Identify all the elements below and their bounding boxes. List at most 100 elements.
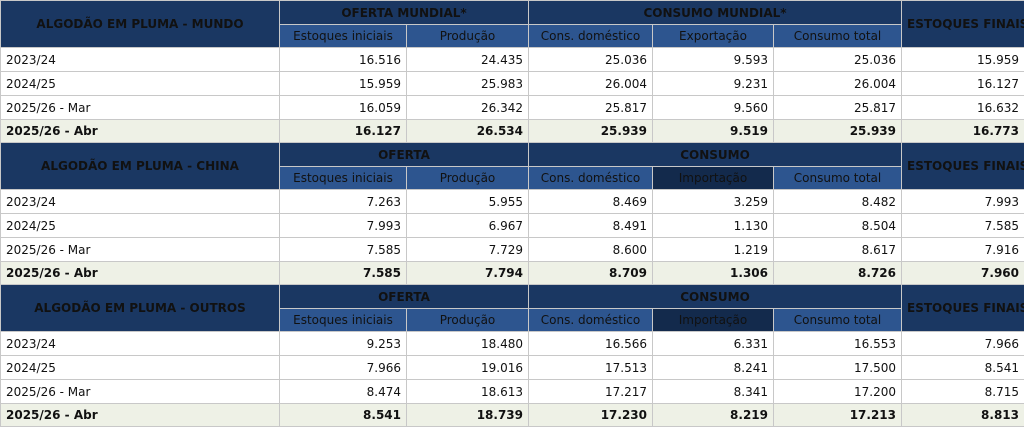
cell-value: 16.059 [279,95,407,120]
cell-value: 8.469 [528,189,653,214]
cell-value: 24.435 [405,47,530,72]
consumption-header: CONSUMO [527,284,903,309]
col-header-imports: Importação [652,166,774,190]
cell-value: 17.217 [528,379,653,404]
cell-value: 7.263 [279,189,407,214]
cell-value: 25.939 [528,119,654,143]
cell-value: 8.617 [772,237,903,262]
cell-value: 8.491 [528,213,653,238]
cell-value: 8.541 [901,355,1024,380]
cell-value: 9.519 [652,119,775,143]
row-label: 2024/25 [0,213,280,238]
row-label: 2023/24 [0,47,280,72]
cell-value: 25.036 [528,47,654,72]
cell-value: 8.341 [652,379,774,404]
cell-value: 8.219 [652,403,774,427]
cell-value: 8.715 [901,379,1024,404]
table-row-current: 2025/26 - Abr 7.585 7.794 8.709 1.306 8.… [0,261,1024,285]
col-header-opening-stocks: Estoques iniciais [279,24,407,48]
table-row: 2025/26 - Mar 8.474 18.613 17.217 8.341 … [0,379,1024,404]
cell-value: 25.983 [405,71,530,96]
col-header-domestic-consumption: Cons. doméstico [528,308,653,332]
table-title: ALGODÃO EM PLUMA - CHINA [0,142,280,190]
table-row: 2023/24 16.516 24.435 25.036 9.593 25.03… [0,47,1024,72]
cell-value: 8.726 [772,261,903,285]
table-row: 2025/26 - Mar 16.059 26.342 25.817 9.560… [0,95,1024,120]
cell-value: 16.553 [772,331,903,356]
table-title: ALGODÃO EM PLUMA - OUTROS [0,284,280,332]
table-row: 2024/25 7.993 6.967 8.491 1.130 8.504 7.… [0,213,1024,238]
row-label: 2024/25 [0,355,280,380]
cell-value: 7.966 [901,331,1024,356]
col-header-total-consumption: Consumo total [772,308,903,332]
cell-value: 16.632 [901,95,1024,120]
table-row: 2024/25 7.966 19.016 17.513 8.241 17.500… [0,355,1024,380]
cell-value: 16.566 [528,331,653,356]
cell-value: 16.127 [279,119,407,143]
cell-value: 19.016 [406,355,529,380]
cell-value: 7.966 [279,355,407,380]
table-row-current: 2025/26 - Abr 8.541 18.739 17.230 8.219 … [0,403,1024,427]
cell-value: 7.729 [406,237,529,262]
cell-value: 1.130 [652,213,774,238]
consumption-header: CONSUMO [527,142,903,167]
consumption-header: CONSUMO MUNDIAL* [528,0,903,25]
cell-value: 8.482 [772,189,903,214]
cell-value: 6.967 [406,213,529,238]
cell-value: 17.513 [528,355,653,380]
supply-header: OFERTA [279,142,529,167]
row-label: 2025/26 - Abr [0,403,280,427]
cell-value: 8.474 [279,379,407,404]
col-header-opening-stocks: Estoques iniciais [279,308,407,332]
cell-value: 16.773 [901,119,1024,143]
table-row: 2023/24 9.253 18.480 16.566 6.331 16.553… [0,331,1024,356]
row-label: 2025/26 - Mar [0,95,280,120]
col-header-domestic-consumption: Cons. doméstico [528,166,653,190]
cell-value: 25.817 [773,95,903,120]
cell-value: 6.331 [652,331,774,356]
cell-value: 18.480 [406,331,529,356]
cell-value: 9.560 [652,95,775,120]
row-label: 2025/26 - Abr [0,261,280,285]
table-row: 2023/24 7.263 5.955 8.469 3.259 8.482 7.… [0,189,1024,214]
cell-value: 8.504 [772,213,903,238]
cell-value: 3.259 [652,189,774,214]
cell-value: 7.960 [901,261,1024,285]
cell-value: 16.516 [279,47,407,72]
cell-value: 7.993 [901,189,1024,214]
cell-value: 8.600 [528,237,653,262]
col-header-total-consumption: Consumo total [772,166,903,190]
cell-value: 26.534 [405,119,530,143]
cell-value: 7.916 [901,237,1024,262]
cell-value: 18.739 [406,403,529,427]
cell-value: 9.593 [652,47,775,72]
col-header-imports: Importação [652,308,774,332]
ending-stocks-header: ESTOQUES FINAIS* [901,284,1024,332]
cell-value: 1.219 [652,237,774,262]
table-row: 2025/26 - Mar 7.585 7.729 8.600 1.219 8.… [0,237,1024,262]
cell-value: 7.585 [279,261,407,285]
ending-stocks-header: ESTOQUES FINAIS* [901,142,1024,190]
supply-header: OFERTA [279,284,529,309]
cell-value: 7.585 [901,213,1024,238]
table-world: ALGODÃO EM PLUMA - MUNDO OFERTA MUNDIAL*… [0,0,1024,143]
cell-value: 25.939 [773,119,903,143]
cell-value: 8.709 [528,261,653,285]
col-header-total-consumption: Consumo total [773,24,903,48]
cell-value: 26.004 [773,71,903,96]
cell-value: 25.036 [773,47,903,72]
cell-value: 15.959 [279,71,407,96]
cell-value: 8.241 [652,355,774,380]
cell-value: 7.993 [279,213,407,238]
cell-value: 8.813 [901,403,1024,427]
cell-value: 17.200 [772,379,903,404]
cell-value: 7.794 [406,261,529,285]
col-header-production: Produção [406,166,529,190]
col-header-exports: Exportação [652,24,775,48]
cell-value: 18.613 [406,379,529,404]
row-label: 2023/24 [0,331,280,356]
cell-value: 17.500 [772,355,903,380]
cell-value: 9.253 [279,331,407,356]
col-header-production: Produção [405,24,530,48]
cell-value: 26.004 [528,71,654,96]
